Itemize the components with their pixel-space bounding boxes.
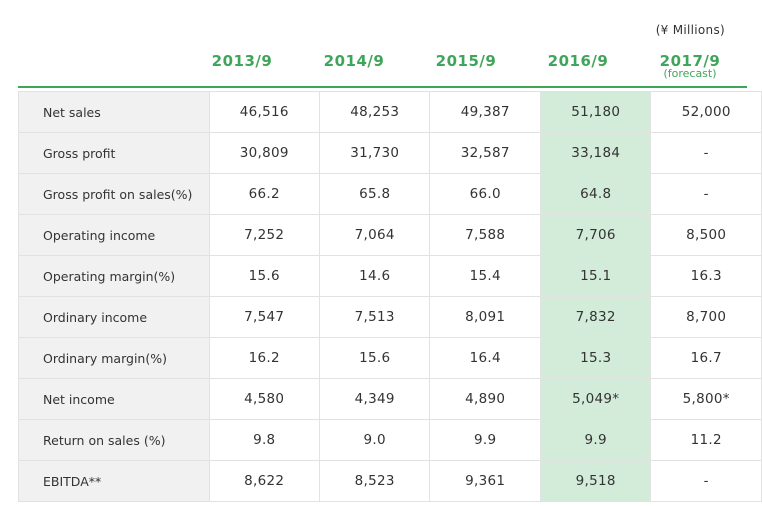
table-cell: 8,091	[429, 296, 541, 338]
table-row: Ordinary margin(%) 16.2 15.6 16.4 15.3 16.7	[18, 337, 762, 379]
row-label: Net sales	[18, 91, 210, 133]
column-year: 2015/9	[435, 52, 497, 70]
table-cell: 65.8	[318, 173, 431, 215]
table-cell: 49,387	[429, 91, 541, 133]
row-label: EBITDA**	[18, 460, 210, 502]
column-header-2015: 2015/9	[410, 48, 522, 86]
table-cell: 4,890	[429, 378, 541, 420]
table-cell: 5,800*	[650, 378, 762, 420]
table-cell: 16.2	[208, 337, 321, 379]
table-cell: 66.2	[208, 173, 321, 215]
table-row: Return on sales (%) 9.8 9.0 9.9 9.9 11.2	[18, 419, 762, 461]
table-cell: 8,622	[208, 460, 321, 502]
table-cell: 9.0	[318, 419, 431, 461]
units-note: (¥ Millions)	[655, 23, 725, 37]
table-cell: 7,513	[318, 296, 431, 338]
table-row: Ordinary income 7,547 7,513 8,091 7,832 8,700	[18, 296, 762, 338]
table-cell: 8,523	[318, 460, 431, 502]
table-cell: 7,252	[208, 214, 321, 256]
table-cell: 15.1	[539, 255, 652, 297]
column-year: 2014/9	[323, 52, 385, 70]
table-cell: 9,518	[539, 460, 652, 502]
column-header-2013: 2013/9	[186, 48, 298, 86]
table-cell: 15.6	[318, 337, 431, 379]
table-cell: 51,180	[539, 91, 652, 133]
row-label: Ordinary margin(%)	[18, 337, 210, 379]
table-cell: 15.6	[208, 255, 321, 297]
table-cell: 5,049*	[539, 378, 652, 420]
table-cell: 7,547	[208, 296, 321, 338]
table-cell: 7,706	[539, 214, 652, 256]
row-label: Gross profit	[18, 132, 210, 174]
table-cell: 8,700	[650, 296, 762, 338]
table-cell: 4,349	[318, 378, 431, 420]
table-row: Operating margin(%) 15.6 14.6 15.4 15.1 16.3	[18, 255, 762, 297]
table-cell: 30,809	[208, 132, 321, 174]
row-label: Operating margin(%)	[18, 255, 210, 297]
column-header-2014: 2014/9	[298, 48, 410, 86]
table-cell: 14.6	[318, 255, 431, 297]
column-year: 2013/9	[211, 52, 273, 70]
row-label: Ordinary income	[18, 296, 210, 338]
table-cell: 11.2	[650, 419, 762, 461]
table-cell: 32,587	[429, 132, 541, 174]
column-subtitle: (forecast)	[663, 67, 717, 80]
table-cell: 15.3	[539, 337, 652, 379]
table-row: Gross profit 30,809 31,730 32,587 33,184-	[18, 132, 762, 174]
table-cell: -	[650, 173, 762, 215]
table-row: Net income 4,580 4,349 4,890 5,049* 5,800*	[18, 378, 762, 420]
table-cell: 52,000	[650, 91, 762, 133]
row-label: Gross profit on sales(%)	[18, 173, 210, 215]
table-cell: 4,580	[208, 378, 321, 420]
financial-table: Net sales 46,516 48,253 49,387 51,180 52,000 G…	[18, 91, 762, 502]
table-cell: 9.9	[429, 419, 541, 461]
table-cell: 7,832	[539, 296, 652, 338]
table-cell: 9,361	[429, 460, 541, 502]
table-row: Gross profit on sales(%) 66.2 65.8 66.0 64.8…	[18, 173, 762, 215]
table-cell: 64.8	[539, 173, 652, 215]
table-cell: 7,588	[429, 214, 541, 256]
column-header-2017: 2017/9 (forecast)	[634, 48, 746, 86]
table-cell: -	[650, 460, 762, 502]
table-cell: 7,064	[318, 214, 431, 256]
table-cell: 31,730	[318, 132, 431, 174]
table-row: Net sales 46,516 48,253 49,387 51,180 52,000	[18, 91, 762, 133]
table-cell: 15.4	[429, 255, 541, 297]
row-label: Return on sales (%)	[18, 419, 210, 461]
table-cell: 66.0	[429, 173, 541, 215]
table-body: Net sales 46,516 48,253 49,387 51,180 52,000 G…	[18, 91, 762, 502]
table-cell: 9.8	[208, 419, 321, 461]
table-cell: 8,500	[650, 214, 762, 256]
row-label: Operating income	[18, 214, 210, 256]
column-header: 2013/9 2014/9 2015/9 2016/9 2017/9 (fore…	[18, 48, 747, 88]
table-cell: 48,253	[318, 91, 431, 133]
column-year: 2017/9	[659, 52, 721, 70]
column-header-2016: 2016/9	[522, 48, 634, 86]
table-row: EBITDA** 8,622 8,523 9,361 9,518-	[18, 460, 762, 502]
row-label: Net income	[18, 378, 210, 420]
table-cell: 16.4	[429, 337, 541, 379]
table-cell: 46,516	[208, 91, 321, 133]
table-cell: 16.3	[650, 255, 762, 297]
column-year: 2016/9	[547, 52, 609, 70]
table-cell: 9.9	[539, 419, 652, 461]
table-cell: 33,184	[539, 132, 652, 174]
table-cell: -	[650, 132, 762, 174]
table-cell: 16.7	[650, 337, 762, 379]
table-row: Operating income 7,252 7,064 7,588 7,706 8,50…	[18, 214, 762, 256]
